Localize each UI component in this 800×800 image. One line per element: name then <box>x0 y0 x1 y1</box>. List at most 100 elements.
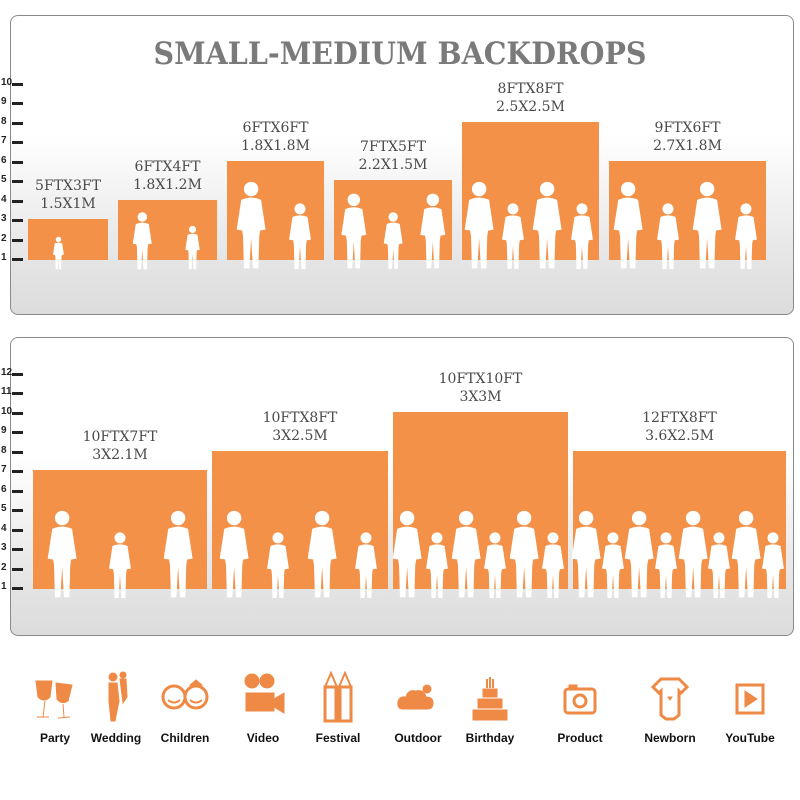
size-m-label: 1.8X1.8M <box>241 137 310 154</box>
use-label-product: Product <box>557 731 603 745</box>
backdrop-rect <box>28 219 108 260</box>
size-ft-label: 12FTX8FT <box>642 409 717 426</box>
person-silhouette <box>219 510 249 598</box>
size-ft-label: 5FTX3FT <box>35 178 101 194</box>
wedding-couple-icon <box>86 668 146 724</box>
axis-tick: 10 <box>1 406 25 418</box>
size-m-label: 3.6X2.5M <box>645 427 714 444</box>
size-ft-label: 7FTX5FT <box>360 139 426 155</box>
person-silhouette <box>761 531 784 598</box>
size-ft-label: 10FTX10FT <box>438 370 523 387</box>
axis-tick: 9 <box>1 96 25 108</box>
gift-box-icon <box>308 668 368 724</box>
person-silhouette <box>451 510 481 598</box>
axis-tick: 9 <box>1 425 25 437</box>
use-label-children: Children <box>160 731 210 745</box>
person-silhouette <box>236 181 266 269</box>
person-silhouette <box>163 510 193 598</box>
use-label-video: Video <box>246 731 280 745</box>
movie-camera-icon <box>233 668 293 724</box>
person-silhouette <box>542 531 565 598</box>
person-silhouette <box>484 531 507 598</box>
person-silhouette <box>393 510 422 598</box>
person-silhouette <box>735 202 758 269</box>
size-m-label: 3X3M <box>459 388 502 405</box>
person-silhouette <box>731 510 761 598</box>
use-label-wedding: Wedding <box>90 731 142 745</box>
size-m-label: 2.2X1.5M <box>358 157 428 173</box>
size-m-label: 2.7X1.8M <box>653 137 722 154</box>
size-m-label: 3X2.5M <box>272 427 328 444</box>
axis-tick: 12 <box>1 367 25 379</box>
person-silhouette <box>571 510 601 598</box>
axis-tick: 10 <box>1 77 25 89</box>
person-silhouette <box>419 193 445 269</box>
person-silhouette <box>708 531 731 598</box>
person-silhouette <box>288 202 311 269</box>
person-silhouette <box>570 202 593 269</box>
axis-tick: 3 <box>1 542 25 554</box>
cloud-icon <box>388 668 448 724</box>
axis-tick: 11 <box>1 386 25 398</box>
person-silhouette <box>655 531 678 598</box>
size-ft-label: 8FTX8FT <box>497 80 564 97</box>
use-label-birthday: Birthday <box>465 731 515 745</box>
axis-tick: 8 <box>1 445 25 457</box>
size-ft-label: 10FTX7FT <box>82 429 158 445</box>
size-m-label: 2.5X2.5M <box>496 98 565 115</box>
birthday-cake-icon <box>460 668 520 724</box>
person-silhouette <box>614 181 644 269</box>
size-m-label: 1.8X1.2M <box>133 176 202 193</box>
person-silhouette <box>601 531 624 598</box>
play-button-icon <box>720 668 780 724</box>
size-ft-label: 6FTX4FT <box>134 158 201 175</box>
person-silhouette <box>341 193 367 269</box>
person-silhouette <box>425 531 448 598</box>
axis-tick: 1 <box>1 252 25 264</box>
person-silhouette <box>464 181 494 269</box>
axis-tick: 5 <box>1 174 25 186</box>
size-ft-label: 10FTX8FT <box>262 409 338 426</box>
person-silhouette <box>52 236 64 270</box>
axis-tick: 5 <box>1 503 25 515</box>
use-label-newborn: Newborn <box>644 731 696 745</box>
axis-tick: 7 <box>1 464 25 476</box>
children-faces-icon <box>155 668 215 724</box>
backdrop-rect <box>393 411 568 589</box>
size-m-label: 1.5X1M <box>40 196 96 212</box>
person-silhouette <box>533 181 563 269</box>
backdrop-size-bar <box>118 199 217 260</box>
backdrop-size-bar <box>393 411 568 589</box>
page-title: SMALL-MEDIUM BACKDROPS <box>153 36 647 72</box>
axis-tick: 7 <box>1 135 25 147</box>
size-ft-label: 6FTX6FT <box>242 119 309 136</box>
person-silhouette <box>267 531 289 598</box>
axis-tick: 3 <box>1 213 25 225</box>
person-silhouette <box>47 510 77 598</box>
person-silhouette <box>185 225 200 270</box>
person-silhouette <box>109 531 131 598</box>
axis-tick: 4 <box>1 523 25 535</box>
axis-tick: 8 <box>1 116 25 128</box>
person-silhouette <box>509 510 539 598</box>
axis-tick: 2 <box>1 233 25 245</box>
toast-glasses-icon <box>25 668 85 724</box>
axis-tick: 2 <box>1 562 25 574</box>
person-silhouette <box>678 510 708 598</box>
person-silhouette <box>307 510 337 598</box>
person-silhouette <box>656 202 679 269</box>
use-label-youtube: YouTube <box>725 731 775 745</box>
axis-tick: 6 <box>1 484 25 496</box>
size-m-label: 3X2.1M <box>92 447 148 463</box>
person-silhouette <box>355 531 377 598</box>
person-silhouette <box>625 510 654 598</box>
use-label-festival: Festival <box>315 731 361 745</box>
axis-tick: 6 <box>1 155 25 167</box>
axis-tick: 1 <box>1 581 25 593</box>
backdrop-rect <box>118 199 217 260</box>
person-silhouette <box>502 202 525 269</box>
baby-onesie-icon <box>640 668 700 724</box>
use-label-outdoor: Outdoor <box>394 731 442 745</box>
person-silhouette <box>692 181 722 269</box>
person-silhouette <box>133 211 153 269</box>
